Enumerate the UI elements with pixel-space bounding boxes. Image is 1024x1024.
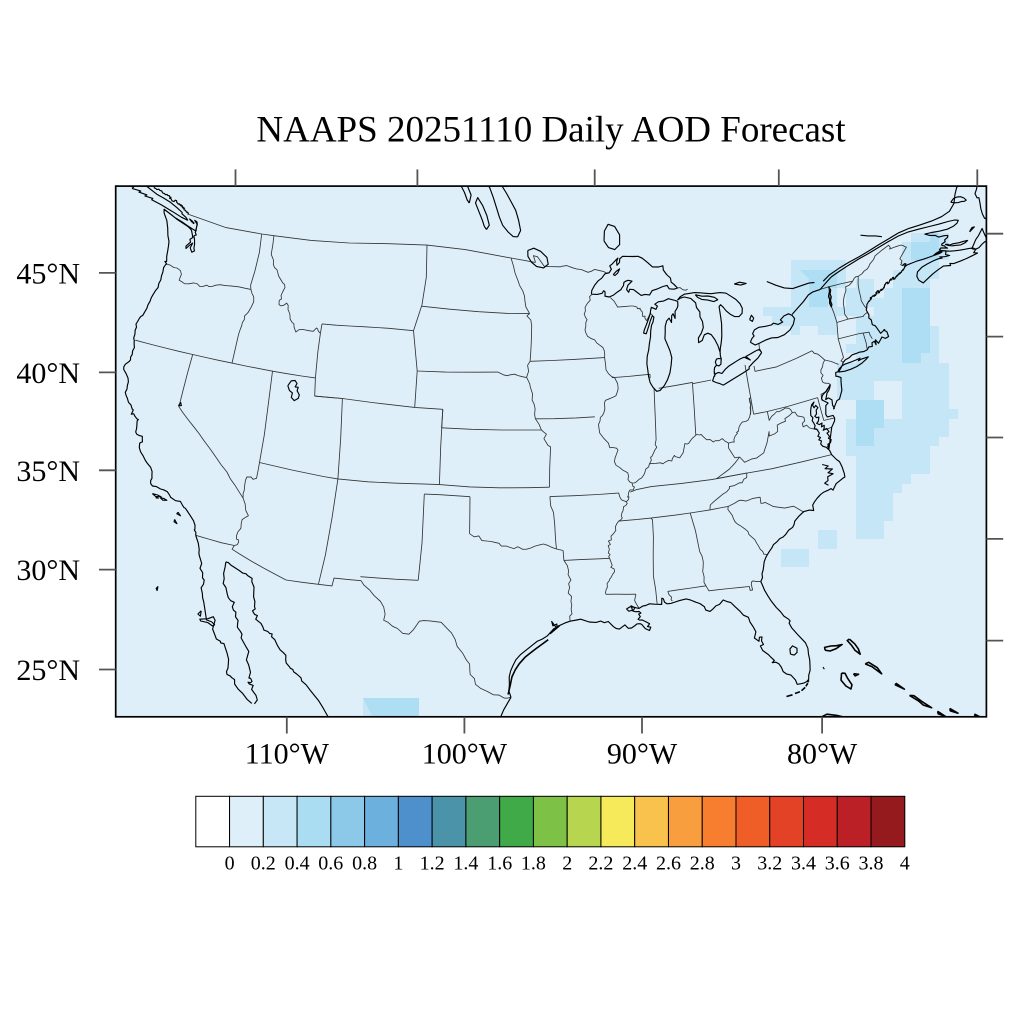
svg-text:2: 2 xyxy=(562,853,572,875)
svg-text:3: 3 xyxy=(731,853,741,875)
svg-text:0.8: 0.8 xyxy=(352,853,377,875)
svg-text:40°N: 40°N xyxy=(16,357,80,390)
svg-text:3.2: 3.2 xyxy=(757,853,782,875)
svg-text:110°W: 110°W xyxy=(245,738,330,771)
svg-text:30°N: 30°N xyxy=(16,554,80,587)
svg-text:100°W: 100°W xyxy=(422,738,508,771)
svg-text:35°N: 35°N xyxy=(16,455,80,488)
svg-text:2.4: 2.4 xyxy=(622,853,647,875)
svg-text:1.4: 1.4 xyxy=(453,853,478,875)
svg-text:2.2: 2.2 xyxy=(588,853,613,875)
svg-text:25°N: 25°N xyxy=(16,654,80,687)
svg-text:0.2: 0.2 xyxy=(251,853,276,875)
svg-text:90°W: 90°W xyxy=(607,738,678,771)
svg-text:1: 1 xyxy=(393,853,403,875)
svg-text:NAAPS 20251110 Daily AOD Forec: NAAPS 20251110 Daily AOD Forecast xyxy=(256,109,846,150)
svg-text:3.6: 3.6 xyxy=(825,853,850,875)
svg-text:0.6: 0.6 xyxy=(318,853,343,875)
svg-text:1.8: 1.8 xyxy=(521,853,546,875)
svg-text:0.4: 0.4 xyxy=(285,853,310,875)
svg-text:4: 4 xyxy=(900,853,910,875)
svg-text:3.8: 3.8 xyxy=(859,853,884,875)
svg-text:1.2: 1.2 xyxy=(420,853,445,875)
svg-text:0: 0 xyxy=(225,853,235,875)
svg-text:3.4: 3.4 xyxy=(791,853,816,875)
svg-text:1.6: 1.6 xyxy=(487,853,512,875)
svg-text:45°N: 45°N xyxy=(16,257,80,290)
svg-text:80°W: 80°W xyxy=(787,738,858,771)
svg-text:2.8: 2.8 xyxy=(690,853,715,875)
svg-text:2.6: 2.6 xyxy=(656,853,681,875)
